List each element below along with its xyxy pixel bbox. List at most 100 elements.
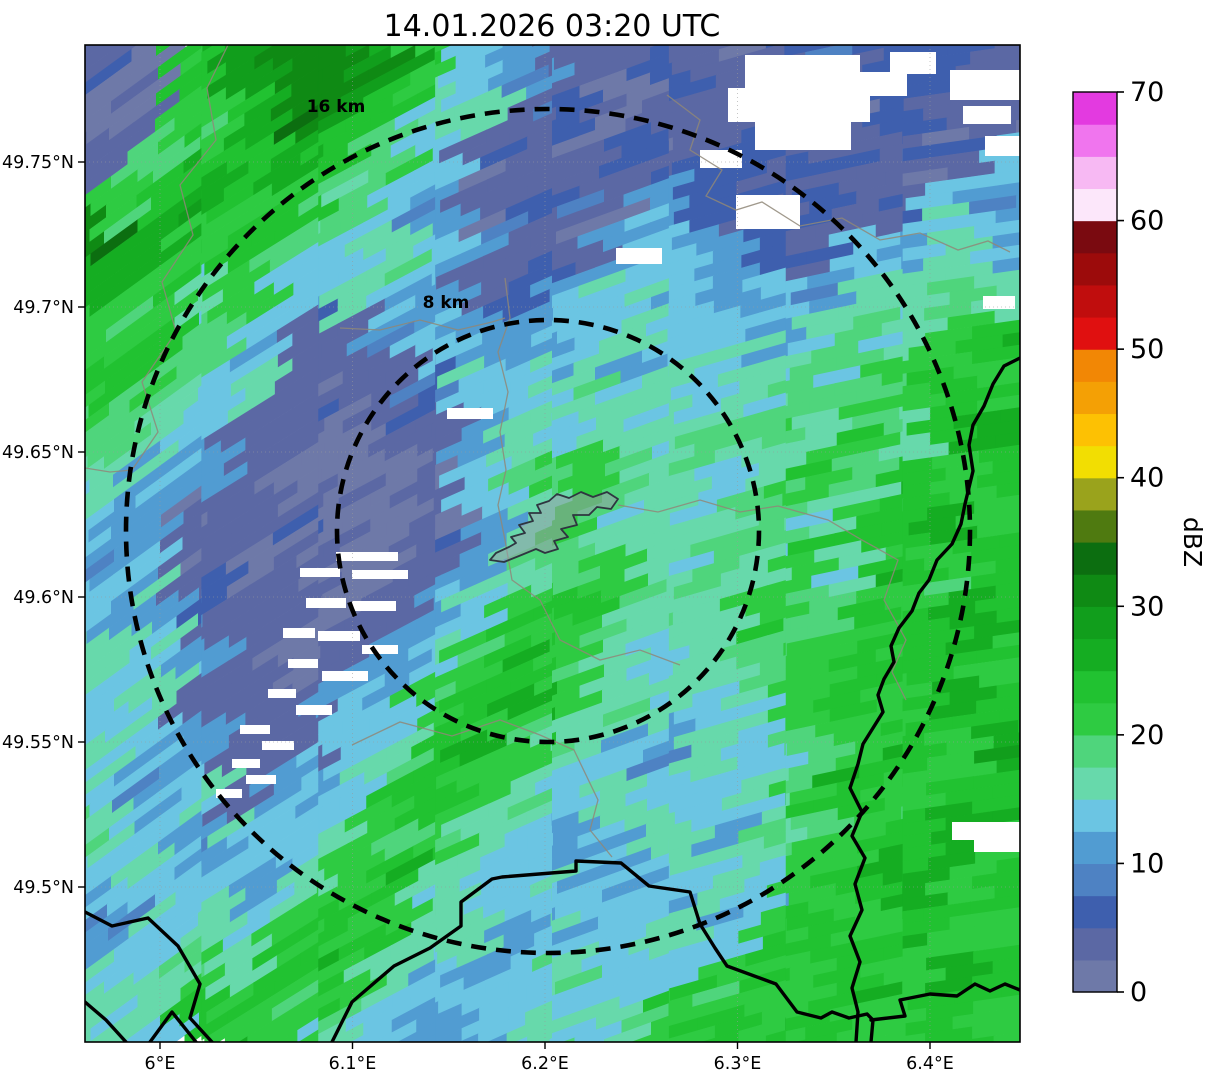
range-ring-16km [123,106,973,956]
no-data-patch [745,55,860,91]
no-data-patch [755,120,851,150]
colorbar-segment [1073,92,1117,125]
colorbar-segment [1073,413,1117,447]
colorbar-tick-label: 40 [1130,463,1164,494]
colorbar-frame [1072,91,1118,993]
no-data-patch [336,552,398,561]
range-ring-8km [334,317,762,745]
admin-border-line [504,539,681,666]
admin-border-line [351,719,613,858]
no-data-patches [216,52,1020,852]
colorbar-segment [1073,477,1117,511]
y-tick-label: 49.5°N [13,878,74,898]
colorbar-segment [1073,574,1117,607]
colorbar-segment [1073,606,1117,640]
no-data-patch [262,741,294,750]
no-data-patch [246,775,276,784]
country-border-line [148,1010,198,1042]
country-borders [85,356,1020,1042]
country-border-line [869,982,1020,1022]
colorbar-tick-label: 0 [1130,977,1147,1008]
colorbar-segment [1073,831,1117,865]
range-ring-label: 16 km [307,97,366,117]
colorbar-tick-label: 20 [1130,720,1164,751]
y-tick-label: 49.6°N [13,588,74,608]
radar-field-band [318,45,437,1042]
country-border-line [330,859,875,1042]
no-data-patch [306,598,346,608]
range-ring-labels: 8 km 16 km [307,97,470,313]
x-tick-label: 6.2°E [521,1054,569,1073]
y-tick-label: 49.75°N [2,153,74,173]
y-tick-label: 49.65°N [2,443,74,463]
colorbar-segment [1073,863,1117,897]
no-data-patch [447,408,493,419]
no-data-patch [288,659,318,668]
colorbar-segment [1073,927,1117,961]
city-polygon [489,491,619,563]
no-data-patch [268,689,296,698]
no-data-patch [322,671,368,681]
admin-border-line [666,94,1011,253]
colorbar-tick-label: 50 [1130,334,1164,365]
colorbar-segment [1073,767,1117,800]
colorbar-segment [1073,702,1117,736]
colorbar-segment [1073,284,1117,318]
map-frame [84,44,1021,1043]
no-data-patch [974,838,1020,852]
radar-field-band [201,45,320,1042]
no-data-patch [736,195,800,229]
colorbar-segment [1073,220,1117,254]
plot-frame [84,44,1021,1043]
colorbar-segment [1073,734,1117,768]
no-data-patch [283,628,315,638]
x-tick-label: 6°E [145,1054,176,1073]
admin-border-line [339,317,506,331]
colorbar-tick-label: 60 [1130,206,1164,237]
x-tick-label: 6.1°E [329,1054,377,1073]
range-ring-label: 8 km [423,293,470,313]
no-data-patch [352,570,408,579]
colorbar-tick-label: 10 [1130,848,1164,879]
no-data-patch [362,645,398,654]
no-data-patch [983,296,1015,309]
colorbar-segment [1073,959,1117,993]
no-data-patch [232,759,260,768]
no-data-patch [985,136,1020,156]
no-data-patch [318,631,360,641]
no-data-patch [352,601,396,611]
colorbar-segment [1073,638,1117,672]
y-axis: 49.75°N 49.7°N 49.65°N 49.6°N 49.55°N 49.5°N [2,153,85,898]
x-axis: 6°E 6.1°E 6.2°E 6.3°E 6.4°E [145,1042,954,1073]
no-data-patch [845,72,907,96]
colorbar-tick-label: 30 [1130,591,1164,622]
no-data-patch [963,106,1011,124]
country-border-line [85,1000,128,1042]
no-data-patch [952,822,1020,840]
no-data-patch [616,248,662,264]
colorbar-segment [1073,542,1117,575]
range-rings [123,106,973,956]
radar-field-band [435,45,553,1042]
country-border-line [848,356,1020,1042]
colorbar-segment [1073,317,1117,350]
colorbar-segment [1073,252,1117,286]
colorbar-segment [1073,349,1117,382]
colorbar: 0 10 20 30 40 50 60 70 dBZ [1072,77,1207,1008]
no-data-patch [296,705,332,715]
radar-field-band [85,45,203,1042]
no-data-patch [950,70,1020,100]
admin-border-line [617,499,907,701]
x-tick-label: 6.4°E [906,1054,954,1073]
colorbar-segment [1073,895,1117,929]
no-data-patch [240,725,270,734]
city-outline [489,491,619,563]
colorbar-segment [1073,509,1117,543]
colorbar-unit-label: dBZ [1178,517,1207,567]
colorbar-tick-label: 70 [1130,77,1164,108]
no-data-patch [216,789,242,798]
colorbar-segment [1073,188,1117,222]
y-tick-label: 49.7°N [13,298,74,318]
